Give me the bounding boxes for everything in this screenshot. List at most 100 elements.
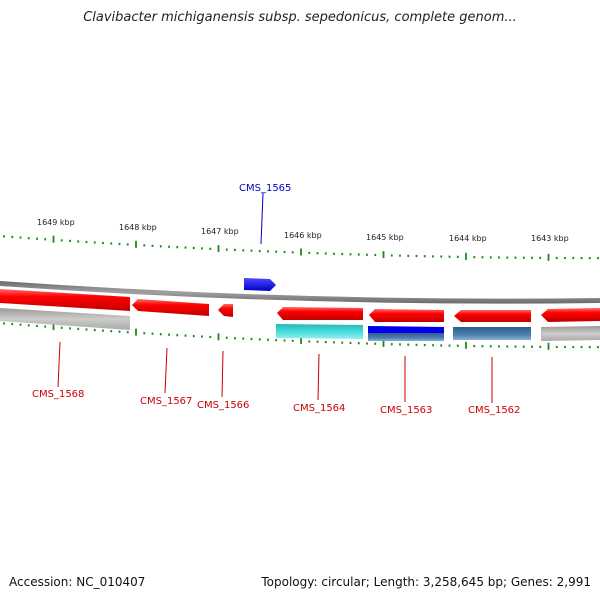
gene-label-cms-1568[interactable]: CMS_1568 [32,389,84,400]
gene-cms-1566-arrow[interactable] [218,304,233,317]
upper-tick-minor [126,243,129,246]
lower-tick-minor [143,332,146,335]
gene-label-cms-1567[interactable]: CMS_1567 [140,396,192,407]
lower-tick-minor [333,341,335,344]
lower-tick-minor [588,345,591,349]
upper-tick-minor [267,250,269,253]
lower-tick-minor [432,344,434,347]
gene-cms-1565-arrow[interactable] [244,278,276,291]
lower-tick-minor [456,344,459,347]
gene-cms-1562-arrow[interactable] [454,310,531,322]
upper-tick-minor [85,240,88,244]
lower-tick-minor [572,345,575,349]
accession-text: Accession: NC_010407 [9,575,146,589]
upper-tick-minor [143,244,146,247]
upper-tick-minor [432,255,434,258]
lower-tick-minor [341,341,344,344]
tick-label-1649: 1649 kbp [37,218,75,227]
upper-tick-row [3,235,599,261]
lower-tick-minor [506,345,509,348]
upper-tick-minor [357,253,360,256]
upper-tick-minor [514,256,517,259]
upper-tick-minor [77,240,80,243]
upper-tick-minor [399,254,401,257]
lower-tick-minor [118,330,121,333]
gene-cms-1568-arrow[interactable] [0,289,130,311]
upper-tick-minor [456,255,459,258]
gene-cms-1567-arrow[interactable] [132,299,209,316]
gene-cms-1564-leader [317,353,320,401]
gene-label-cms-1562[interactable]: CMS_1562 [468,405,520,416]
gene-cms-1566-leader [221,350,224,398]
lower-tick-major [547,342,550,350]
lower-tick-major [217,333,220,341]
genome-summary-text: Topology: circular; Length: 3,258,645 bp… [261,575,591,589]
upper-tick-minor [580,256,583,260]
upper-tick-minor [225,248,228,251]
gene-cms-1564-arrow[interactable] [277,307,363,320]
lower-tick-minor [27,324,30,327]
feature-gray-left [0,308,130,330]
upper-tick-minor [349,253,352,256]
lower-tick-minor [564,345,566,349]
gene-leaders [57,341,493,403]
upper-tick-minor [531,256,533,259]
lower-tick-minor [159,333,162,336]
lower-tick-minor [514,345,517,348]
gene-label-cms-1565[interactable]: CMS_1565 [239,183,291,194]
upper-tick-minor [440,255,443,258]
upper-tick-minor [258,249,261,253]
tick-label-1643: 1643 kbp [531,234,569,243]
upper-tick-minor [192,246,195,250]
upper-tick-minor [250,249,253,252]
lower-tick-minor [250,337,253,341]
upper-tick-major [300,248,302,256]
upper-tick-minor [234,248,236,252]
upper-tick-minor [209,247,212,250]
tick-label-1645: 1645 kbp [366,233,404,242]
upper-tick-minor [283,250,286,254]
lower-tick-minor [93,328,96,332]
lower-tick-minor [267,338,269,341]
lower-tick-minor [283,339,286,342]
upper-tick-minor [27,237,30,240]
lower-tick-minor [209,335,212,339]
lower-tick-minor [225,336,228,339]
gene-labels: CMS_1565 CMS_1568 CMS_1567 CMS_1566 CMS_… [32,183,520,416]
upper-tick-minor [366,253,368,256]
upper-tick-minor [159,245,162,248]
lower-tick-minor [36,324,38,328]
feature-blue [368,326,444,333]
gene-next-arrow[interactable] [541,308,600,322]
gene-cms-1563-arrow[interactable] [369,309,444,322]
lower-tick-minor [498,345,500,348]
gene-label-cms-1563[interactable]: CMS_1563 [380,405,432,416]
gene-label-cms-1564[interactable]: CMS_1564 [293,403,345,414]
gene-cms-1568-leader [57,341,61,388]
gene-cms-1567-leader [164,347,168,394]
lower-tick-minor [415,343,418,346]
feature-cyan [276,324,363,339]
lower-tick-minor [85,328,88,331]
lower-tick-minor [489,345,492,348]
lower-tick-minor [11,322,14,326]
feature-gray-right [541,326,600,341]
lower-tick-minor [102,329,104,332]
upper-tick-minor [3,235,5,238]
lower-tick-minor [531,345,533,348]
upper-tick-minor [176,246,179,249]
lower-tick-minor [440,344,443,347]
lower-tick-minor [423,343,426,347]
lower-tick-minor [60,326,63,329]
upper-tick-minor [522,256,525,259]
lower-tick-minor [555,345,558,349]
lower-tick-minor [407,343,410,346]
gene-label-cms-1566[interactable]: CMS_1566 [197,400,249,411]
tick-label-1646: 1646 kbp [284,231,322,240]
upper-tick-minor [291,251,294,254]
upper-tick-minor [588,256,591,260]
upper-tick-major [382,251,385,259]
lower-tick-row [3,322,599,350]
upper-tick-minor [151,244,154,247]
lower-tick-minor [242,337,245,340]
